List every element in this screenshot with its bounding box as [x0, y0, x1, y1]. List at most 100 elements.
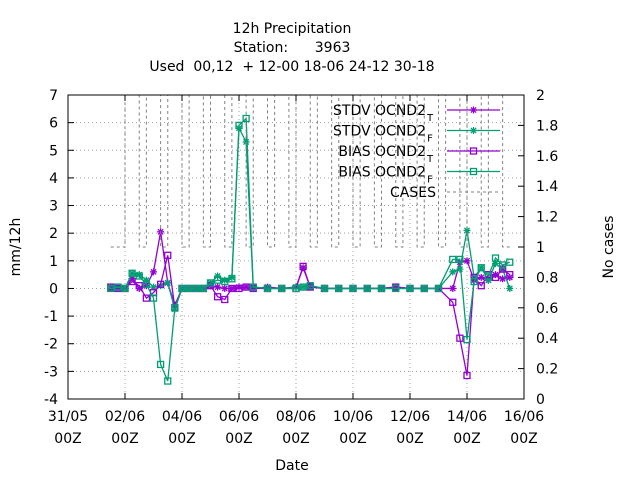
chart-title-line-3: Used 00,12 + 12-00 18-06 24-12 30-18 — [149, 59, 434, 75]
data-point — [121, 284, 129, 293]
data-point — [192, 284, 200, 293]
y2-tick-label: 1.4 — [536, 179, 558, 195]
data-point — [171, 304, 179, 312]
data-point — [470, 277, 478, 286]
y-axis-label: mm/12h — [8, 218, 24, 277]
y2-tick-label: 1.2 — [536, 210, 558, 226]
y-tick-label: -3 — [44, 364, 58, 380]
data-point — [456, 334, 464, 342]
chart-title-line-1: 12h Precipitation — [233, 21, 352, 37]
series-4 — [110, 94, 510, 248]
legend-label: CASES — [390, 185, 436, 201]
axes: 31/05 00Z 02/06 00Z 04/06 00Z 06/06 00Z 08/06 00Z… — [44, 88, 558, 447]
data-point — [506, 258, 514, 266]
legend-label: STDV OCND2 — [333, 103, 426, 119]
data-point — [156, 280, 165, 288]
data-point — [506, 270, 514, 279]
x-tick-label-time: 00Z — [282, 431, 309, 447]
data-point — [242, 114, 250, 123]
legend-label: BIAS OCND2 — [338, 165, 426, 181]
data-point — [484, 272, 493, 280]
data-point — [235, 284, 243, 293]
data-point — [263, 284, 272, 293]
data-point — [228, 284, 236, 293]
data-point — [463, 371, 471, 380]
x-axis-label: Date — [275, 458, 308, 474]
x-tick-label: 10/06 — [333, 409, 373, 425]
data-point — [199, 284, 208, 293]
x-tick-label-time: 00Z — [54, 431, 81, 447]
data-point — [178, 284, 186, 293]
data-point — [221, 295, 229, 304]
data-point — [228, 275, 236, 283]
x-tick-label-time: 00Z — [510, 431, 537, 447]
data-point — [449, 268, 457, 276]
data-point — [213, 276, 222, 284]
data-point — [320, 284, 329, 293]
legend-entry: CASES — [390, 185, 500, 201]
series-3 — [107, 114, 514, 385]
data-point — [463, 335, 471, 344]
legend-entry: BIAS OCND2 F — [338, 165, 500, 186]
legend-marker — [469, 147, 478, 155]
legend-label: STDV OCND2 — [333, 124, 426, 140]
y2-tick-label: 0.8 — [536, 270, 558, 286]
y2-tick-label: 2 — [536, 88, 545, 104]
y-tick-label: 1 — [49, 254, 58, 270]
y2-tick-label: 0.6 — [536, 301, 558, 317]
y-tick-label: 6 — [49, 116, 58, 132]
data-point — [114, 283, 122, 291]
legend-marker — [470, 106, 477, 114]
data-point — [406, 284, 414, 293]
data-point — [235, 121, 243, 130]
data-point — [306, 282, 314, 290]
data-point — [214, 283, 222, 291]
series-line — [110, 125, 511, 312]
y-tick-label: -1 — [44, 309, 58, 325]
data-point — [463, 257, 471, 265]
series-line — [110, 94, 510, 248]
series-line — [110, 231, 510, 307]
data-point — [150, 268, 157, 276]
data-point — [128, 269, 136, 277]
data-point — [142, 280, 151, 288]
x-tick-label-time: 00Z — [168, 431, 195, 447]
data-point — [392, 284, 400, 293]
legend-marker — [469, 167, 478, 176]
data-point — [498, 265, 507, 273]
data-point — [499, 275, 507, 283]
x-tick-label-time: 00Z — [396, 431, 423, 447]
data-point — [456, 255, 464, 264]
data-point — [292, 284, 300, 293]
legend-label-subscript: T — [426, 113, 434, 124]
chart-title-line-2: Station: 3963 — [234, 40, 351, 56]
x-tick-label: 04/06 — [162, 409, 202, 425]
y-tick-label: 3 — [49, 199, 58, 215]
x-tick-label: 14/06 — [447, 409, 487, 425]
data-point — [149, 294, 158, 302]
y2-tick-label: 1 — [536, 240, 545, 256]
data-point — [142, 294, 151, 302]
data-point — [164, 279, 172, 287]
x-tick-label: 16/06 — [504, 409, 544, 425]
y-tick-label: 4 — [49, 171, 58, 187]
y2-tick-label: 0 — [536, 392, 545, 408]
x-tick-label-time: 00Z — [453, 431, 480, 447]
data-point — [449, 284, 457, 292]
legend-entry: BIAS OCND2 T — [338, 144, 500, 165]
data-point — [164, 251, 172, 259]
data-point — [434, 284, 443, 293]
y2-axis-label: No cases — [601, 216, 617, 279]
series-layer — [107, 94, 514, 385]
y2-tick-label: 1.6 — [536, 149, 558, 165]
data-point — [107, 284, 115, 293]
data-point — [185, 284, 193, 293]
data-point — [449, 255, 457, 264]
legend-label-subscript: T — [426, 154, 434, 165]
data-point — [506, 284, 514, 292]
x-tick-label: 06/06 — [219, 409, 259, 425]
legend-label: BIAS OCND2 — [338, 144, 426, 160]
data-point — [491, 254, 500, 262]
